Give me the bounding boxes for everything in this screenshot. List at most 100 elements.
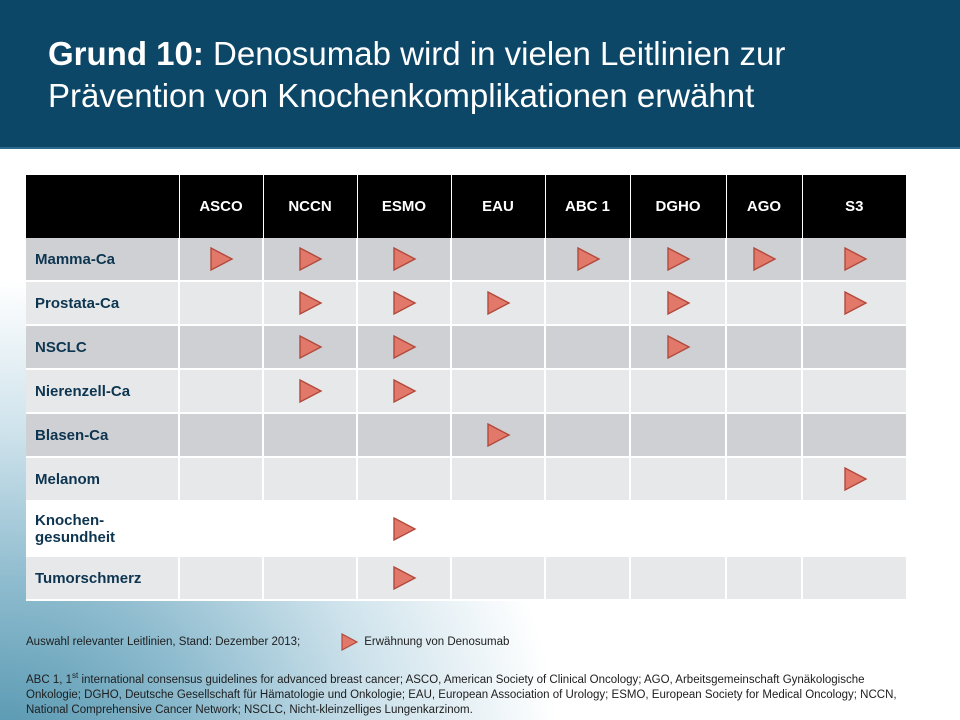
play-triangle-icon xyxy=(393,565,417,591)
table-cell-dgho xyxy=(630,413,727,458)
table-cell-asco xyxy=(179,501,264,557)
play-triangle-icon xyxy=(753,246,777,272)
table-cell-asco xyxy=(179,238,264,282)
table-corner-cell xyxy=(26,175,180,238)
column-header-eau: EAU xyxy=(451,175,546,238)
table-cell-nccn xyxy=(263,501,358,557)
table-cell-abc1 xyxy=(545,281,631,326)
table-row: Prostata-Ca xyxy=(26,281,906,326)
legend: Erwähnung von Denosumab xyxy=(340,633,509,651)
play-triangle-icon xyxy=(667,290,691,316)
table-cell-abc1 xyxy=(545,501,631,557)
table-cell-s3 xyxy=(802,457,906,502)
play-triangle-icon xyxy=(667,334,691,360)
table-cell-eau xyxy=(451,238,546,282)
table-row: Melanom xyxy=(26,457,906,502)
column-header-abc1: ABC 1 xyxy=(545,175,631,238)
play-triangle-icon xyxy=(393,334,417,360)
table-cell-nccn xyxy=(263,413,358,458)
table-cell-eau xyxy=(451,413,546,458)
selection-note: Auswahl relevanter Leitlinien, Stand: De… xyxy=(26,636,301,648)
slide-title: Grund 10: Denosumab wird in vielen Leitl… xyxy=(48,33,938,117)
table-cell-ago xyxy=(726,413,803,458)
table-cell-dgho xyxy=(630,238,727,282)
table-cell-asco xyxy=(179,413,264,458)
table-cell-s3 xyxy=(802,556,906,601)
table-cell-esmo xyxy=(357,281,452,326)
table-cell-asco xyxy=(179,556,264,601)
play-triangle-icon xyxy=(393,378,417,404)
table-row: NSCLC xyxy=(26,325,906,370)
table-cell-s3 xyxy=(802,413,906,458)
table-cell-abc1 xyxy=(545,457,631,502)
abbreviations-superscript: st xyxy=(72,671,79,680)
play-triangle-icon xyxy=(210,246,234,272)
table-cell-nccn xyxy=(263,369,358,414)
play-triangle-icon xyxy=(299,246,323,272)
table-cell-s3 xyxy=(802,281,906,326)
slide-title-rest: Denosumab wird in vielen Leitlinien zur … xyxy=(48,35,786,114)
table-cell-eau xyxy=(451,325,546,370)
table-cell-eau xyxy=(451,556,546,601)
row-label: Prostata-Ca xyxy=(26,281,180,326)
column-header-esmo: ESMO xyxy=(357,175,452,238)
play-triangle-icon xyxy=(487,290,511,316)
table-cell-asco xyxy=(179,325,264,370)
table-cell-ago xyxy=(726,556,803,601)
table-cell-ago xyxy=(726,501,803,557)
column-header-nccn: NCCN xyxy=(263,175,358,238)
table-cell-dgho xyxy=(630,501,727,557)
table-cell-s3 xyxy=(802,501,906,557)
row-label: Tumorschmerz xyxy=(26,556,180,601)
table-cell-dgho xyxy=(630,556,727,601)
table-cell-abc1 xyxy=(545,413,631,458)
abbreviations-note: ABC 1, 1st international consensus guide… xyxy=(26,668,916,718)
table-cell-dgho xyxy=(630,457,727,502)
play-triangle-icon xyxy=(843,466,868,492)
table-cell-eau xyxy=(451,369,546,414)
abbreviations-text: international consensus guidelines for a… xyxy=(26,673,897,716)
row-label: Melanom xyxy=(26,457,180,502)
table-row: Blasen-Ca xyxy=(26,413,906,458)
title-banner: Grund 10: Denosumab wird in vielen Leitl… xyxy=(0,0,960,149)
play-triangle-icon xyxy=(393,246,417,272)
guideline-table: ASCO NCCN ESMO EAU ABC 1 DGHO AGO S3 Mam… xyxy=(26,175,906,601)
table-cell-eau xyxy=(451,281,546,326)
table-header-row: ASCO NCCN ESMO EAU ABC 1 DGHO AGO S3 xyxy=(26,175,906,238)
table-cell-abc1 xyxy=(545,556,631,601)
table-cell-nccn xyxy=(263,325,358,370)
play-triangle-icon xyxy=(393,290,417,316)
table-cell-nccn xyxy=(263,457,358,502)
slide-title-bold: Grund 10: xyxy=(48,35,204,72)
table-cell-ago xyxy=(726,238,803,282)
table-row: Nierenzell-Ca xyxy=(26,369,906,414)
play-triangle-icon xyxy=(393,516,417,541)
table-cell-esmo xyxy=(357,457,452,502)
row-label: NSCLC xyxy=(26,325,180,370)
row-label: Knochen-gesundheit xyxy=(26,501,180,557)
column-header-ago: AGO xyxy=(726,175,803,238)
table-cell-ago xyxy=(726,281,803,326)
table-row: Mamma-Ca xyxy=(26,238,906,282)
row-label: Mamma-Ca xyxy=(26,238,180,282)
table-cell-nccn xyxy=(263,238,358,282)
table-cell-dgho xyxy=(630,369,727,414)
table-cell-asco xyxy=(179,369,264,414)
legend-label: Erwähnung von Denosumab xyxy=(364,636,510,648)
table-cell-dgho xyxy=(630,281,727,326)
table-cell-esmo xyxy=(357,325,452,370)
table-cell-eau xyxy=(451,457,546,502)
table-cell-s3 xyxy=(802,369,906,414)
table-cell-esmo xyxy=(357,413,452,458)
table-cell-ago xyxy=(726,457,803,502)
table-row: Tumorschmerz xyxy=(26,556,906,601)
table-body: Mamma-Ca Prostata-Ca NSCLC Nierenzell-Ca Bla… xyxy=(26,238,906,601)
table-cell-s3 xyxy=(802,238,906,282)
play-triangle-icon xyxy=(299,378,323,404)
play-triangle-icon xyxy=(341,633,359,651)
table-cell-asco xyxy=(179,457,264,502)
table-cell-dgho xyxy=(630,325,727,370)
table-cell-esmo xyxy=(357,238,452,282)
column-header-dgho: DGHO xyxy=(630,175,727,238)
play-triangle-icon xyxy=(299,334,323,360)
